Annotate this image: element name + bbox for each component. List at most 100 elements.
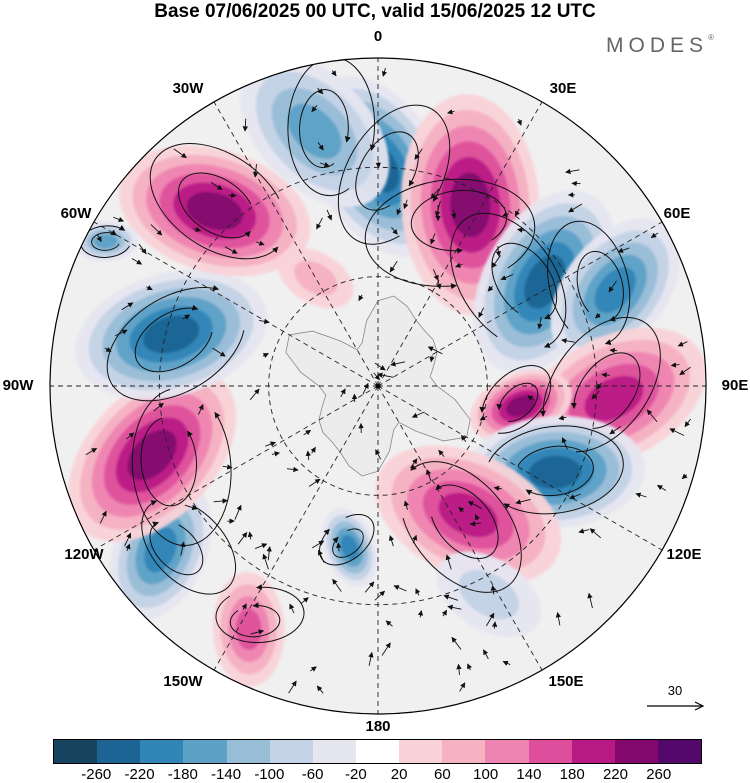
wind-arrow xyxy=(256,240,265,246)
wind-arrow xyxy=(591,390,600,400)
streamline xyxy=(131,388,232,546)
colorbar-segment xyxy=(226,740,270,763)
negative-anomaly xyxy=(321,507,378,588)
colorbar-segment xyxy=(442,740,486,763)
meridian-line xyxy=(93,385,379,551)
wind-arrow xyxy=(393,585,407,592)
streamline xyxy=(134,304,213,373)
wind-arrow xyxy=(490,585,496,595)
wind-arrow xyxy=(318,549,325,563)
wind-arrow xyxy=(381,68,388,77)
colorbar-segment xyxy=(355,740,400,763)
streamline xyxy=(332,528,364,558)
wind-arrow xyxy=(617,247,630,253)
wind-arrow xyxy=(650,232,659,239)
streamline xyxy=(149,521,204,576)
wind-arrow xyxy=(478,307,485,318)
wind-arrow xyxy=(377,372,394,378)
streamline xyxy=(149,143,280,260)
wind-arrow xyxy=(491,621,498,629)
negative-anomaly xyxy=(550,218,680,363)
wind-arrow xyxy=(381,642,391,656)
wind-arrow xyxy=(131,258,143,265)
colorbar-tick-label: 180 xyxy=(559,766,585,783)
wind-arrow xyxy=(316,685,324,694)
wind-arrow xyxy=(237,532,248,545)
wind-arrow xyxy=(317,142,324,151)
streamline xyxy=(431,483,499,559)
colorbar-tick-label: 140 xyxy=(516,766,542,783)
wind-arrow xyxy=(121,302,134,311)
wind-arrow xyxy=(241,603,247,610)
wind-arrow xyxy=(249,388,260,401)
positive-anomaly xyxy=(68,368,237,542)
streamline xyxy=(319,514,375,566)
colorbar-tick-label: -100 xyxy=(254,766,285,783)
wind-arrow xyxy=(96,234,102,243)
wind-arrow xyxy=(362,382,369,395)
wind-arrow xyxy=(447,604,462,611)
longitude-label: 30E xyxy=(549,80,577,97)
streamline xyxy=(517,445,594,497)
wind-arrow xyxy=(502,211,509,217)
colorbar-tick-label: -220 xyxy=(124,766,155,783)
wind-arrow xyxy=(250,629,265,635)
longitude-label: 0 xyxy=(373,28,383,45)
colorbar-segment xyxy=(312,740,356,763)
longitude-label: 30W xyxy=(172,80,204,97)
wind-arrow xyxy=(252,164,259,178)
wind-arrow xyxy=(479,415,488,421)
brand-name: MODES xyxy=(606,34,709,57)
streamline xyxy=(402,461,522,593)
reference-vector: 30 xyxy=(645,683,705,713)
wind-arrow xyxy=(125,543,131,552)
wind-arrow xyxy=(99,510,107,524)
wind-arrow xyxy=(385,620,393,627)
wind-arrow xyxy=(451,209,457,220)
streamline xyxy=(106,285,245,402)
wind-arrow xyxy=(210,181,223,191)
meridian-line xyxy=(377,221,663,387)
wind-arrow xyxy=(438,449,445,457)
positive-anomaly xyxy=(212,571,285,687)
colorbar-ticks: -260 -220 -180 -140 -100 -60 -20 20 60 100 140 180 2… xyxy=(0,766,750,783)
wind-arrow xyxy=(311,104,318,113)
wind-arrow xyxy=(308,478,321,487)
streamline xyxy=(576,250,624,322)
wind-arrow xyxy=(388,535,395,547)
brand-logo: MODES® xyxy=(606,33,714,58)
wind-arrow xyxy=(262,353,269,358)
wind-arrow xyxy=(669,428,685,436)
wind-arrow xyxy=(85,447,98,456)
wind-arrow xyxy=(568,203,583,213)
wind-arrow xyxy=(430,188,440,199)
wind-arrow xyxy=(389,260,398,273)
wind-arrow xyxy=(670,362,680,368)
wind-arrow xyxy=(681,473,688,480)
wind-arrow xyxy=(487,285,494,292)
wind-arrow xyxy=(410,458,418,469)
wind-arrow xyxy=(412,534,418,544)
wind-arrow xyxy=(679,366,691,376)
wind-arrow xyxy=(234,504,242,520)
wind-arrow xyxy=(656,484,667,491)
reference-arrow-icon xyxy=(647,701,705,711)
colorbar-tick-label: 60 xyxy=(434,766,451,783)
wind-arrow xyxy=(427,346,443,355)
positive-anomaly xyxy=(375,445,562,585)
wind-arrow xyxy=(458,506,465,513)
wind-arrow xyxy=(415,588,421,596)
wind-arrow xyxy=(514,208,520,217)
wind-arrow xyxy=(193,226,202,232)
wind-arrow xyxy=(425,469,432,482)
wind-arrow xyxy=(358,294,364,302)
wind-arrow xyxy=(467,501,483,509)
wind-arrow xyxy=(517,227,526,233)
longitude-label: 120E xyxy=(666,546,702,563)
wind-arrow xyxy=(316,217,323,230)
wind-arrow xyxy=(374,362,386,371)
wind-arrow xyxy=(126,432,135,440)
wind-arrow xyxy=(266,546,272,561)
wind-arrow xyxy=(469,521,481,527)
wind-arrow xyxy=(447,109,455,115)
